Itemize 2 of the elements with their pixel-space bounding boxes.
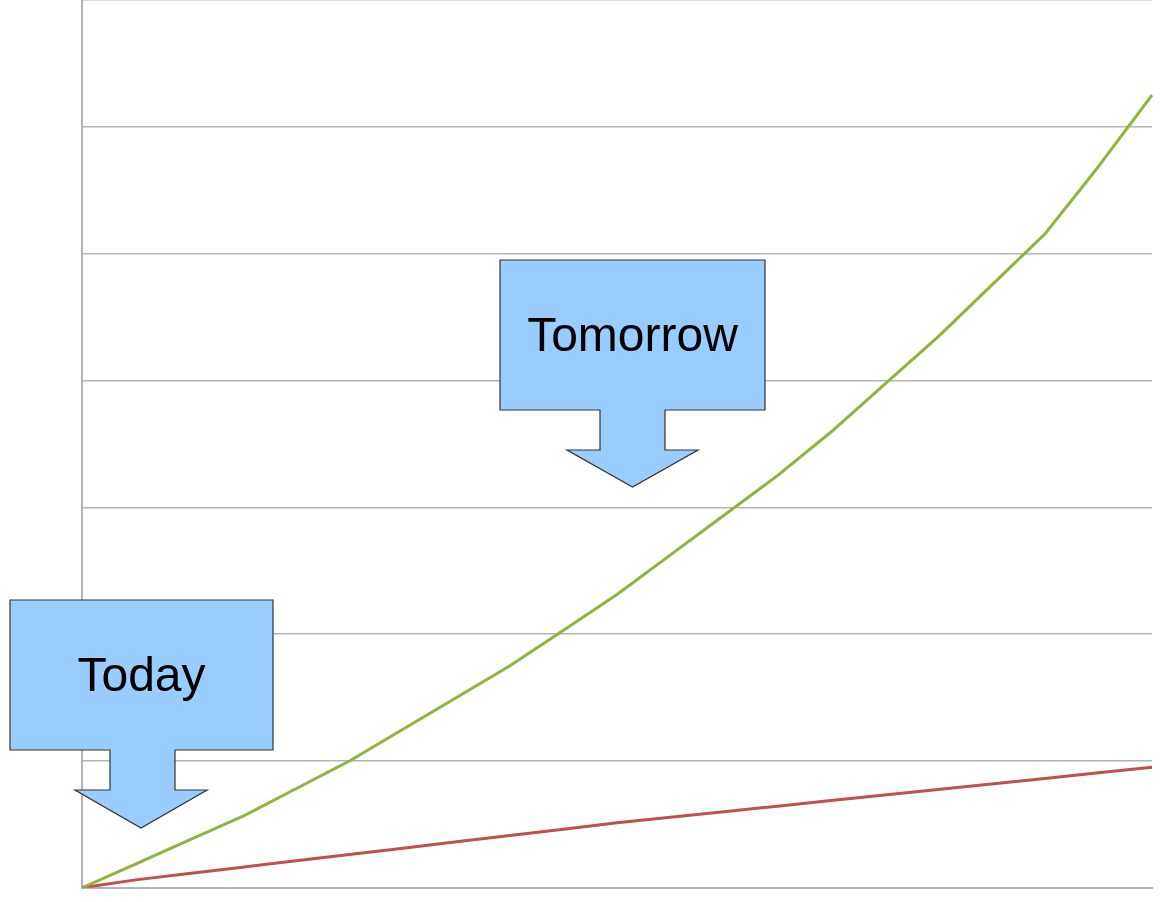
annotation: Today <box>76 647 207 702</box>
annotation: Tomorrow <box>526 307 739 362</box>
